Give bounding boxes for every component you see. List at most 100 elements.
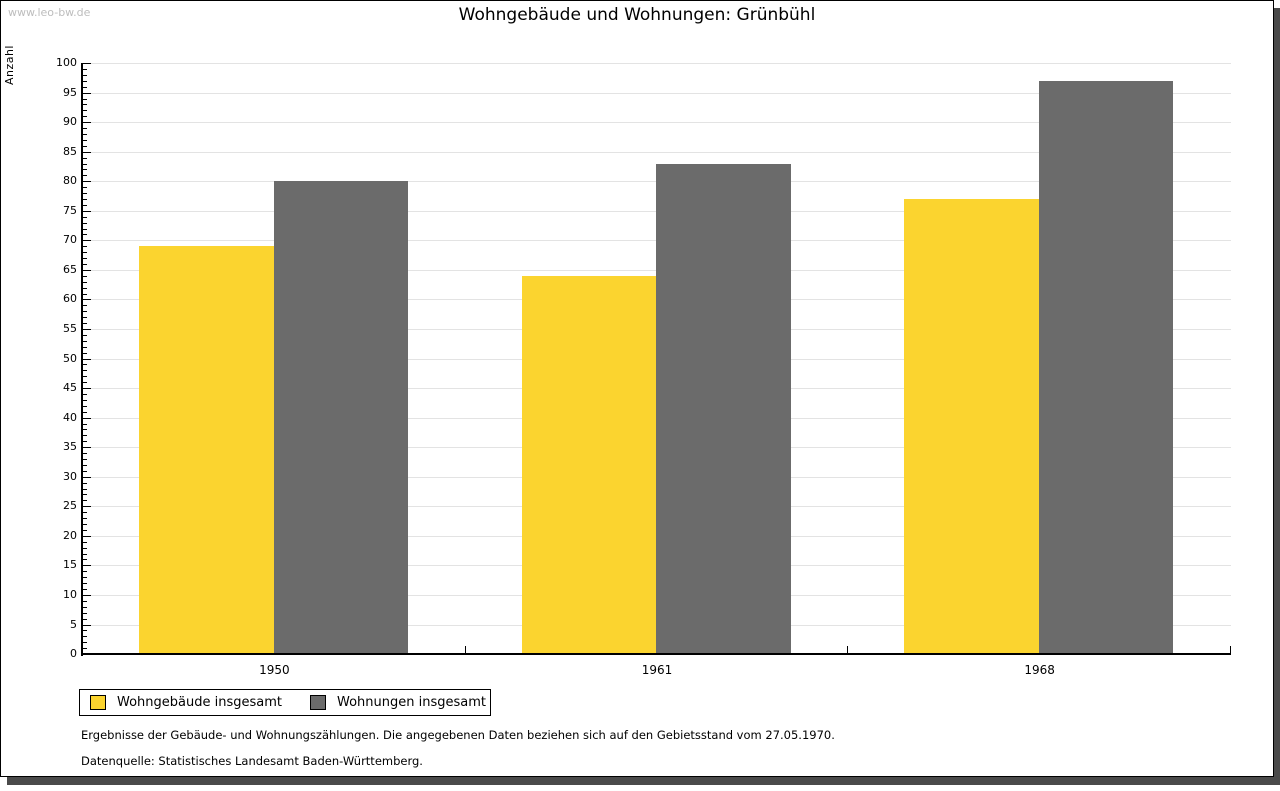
y-minor-tick: [83, 204, 87, 206]
y-minor-tick: [83, 394, 87, 395]
y-minor-tick: [83, 80, 87, 82]
y-minor-tick: [83, 405, 87, 407]
y-minor-tick: [83, 222, 87, 224]
y-major-tick: [83, 594, 91, 596]
y-minor-tick: [83, 648, 87, 650]
y-minor-tick: [83, 340, 87, 342]
y-minor-tick: [83, 104, 87, 106]
y-minor-tick: [83, 128, 87, 129]
y-minor-tick: [83, 74, 87, 76]
gridline: [83, 92, 1231, 94]
y-minor-tick: [83, 198, 87, 200]
watermark: www.leo-bw.de: [8, 6, 91, 19]
y-minor-tick: [83, 252, 87, 254]
y-minor-tick: [83, 429, 87, 431]
y-minor-tick: [83, 630, 87, 632]
y-minor-tick: [83, 334, 87, 336]
y-minor-tick: [83, 305, 87, 307]
x-tick: [847, 646, 849, 654]
y-minor-tick: [83, 453, 87, 455]
footnote-data-source: Datenquelle: Statistisches Landesamt Bad…: [81, 754, 423, 768]
y-minor-tick: [83, 589, 87, 590]
y-minor-tick: [83, 571, 87, 573]
y-tick-label: 70: [63, 233, 77, 247]
y-tick-label: 50: [63, 351, 77, 365]
bar-wohngebaeude-insgesamt-1968: [904, 198, 1039, 654]
x-category-label: 1950: [259, 663, 290, 677]
y-tick-label: 40: [63, 410, 77, 424]
y-tick-label: 15: [63, 558, 77, 572]
y-minor-tick: [83, 169, 87, 171]
y-minor-tick: [83, 116, 87, 118]
x-category-label: 1961: [641, 663, 673, 677]
y-major-tick: [83, 565, 91, 567]
page-title: Wohngebäude und Wohnungen: Grünbühl: [458, 5, 816, 25]
y-minor-tick: [83, 441, 87, 443]
legend-item: Wohngebäude insgesamt: [90, 695, 282, 710]
y-minor-tick: [83, 263, 87, 265]
y-major-tick: [83, 210, 91, 212]
y-major-tick: [83, 299, 91, 301]
y-minor-tick: [83, 193, 87, 194]
y-tick-label: 45: [63, 381, 77, 395]
y-minor-tick: [83, 423, 87, 425]
y-minor-tick: [83, 187, 87, 189]
bar-wohnungen-insgesamt-1950: [273, 181, 409, 654]
y-major-tick: [83, 654, 91, 655]
y-minor-tick: [83, 411, 87, 413]
y-minor-tick: [83, 382, 87, 384]
y-minor-tick: [83, 275, 87, 277]
legend-swatch-wohnungen-insgesamt: [310, 695, 326, 710]
y-tick-label: 20: [63, 528, 77, 542]
y-minor-tick: [83, 500, 87, 502]
y-minor-tick: [83, 323, 87, 324]
y-minor-tick: [83, 258, 87, 259]
y-minor-tick: [83, 110, 87, 112]
y-minor-tick: [83, 470, 87, 472]
y-tick-label: 75: [63, 203, 77, 217]
gridline: [83, 151, 1231, 153]
y-major-tick: [83, 181, 91, 183]
y-minor-tick: [83, 364, 87, 366]
y-minor-tick: [83, 541, 87, 543]
y-minor-tick: [83, 234, 87, 236]
y-minor-tick: [83, 281, 87, 283]
y-minor-tick: [83, 529, 87, 531]
y-minor-tick: [83, 488, 87, 490]
legend-item: Wohnungen insgesamt: [310, 695, 486, 710]
y-minor-tick: [83, 317, 87, 319]
bar-chart: 1950 1961 1968 0 5 10 15 20 25 30 35 40 45 50 55 60 65 70…: [1, 1, 1275, 778]
y-minor-tick: [83, 246, 87, 248]
y-minor-tick: [83, 618, 87, 620]
y-minor-tick: [83, 228, 87, 230]
footnote-source-note: Ergebnisse der Gebäude- und Wohnungszähl…: [81, 728, 835, 742]
y-minor-tick: [83, 133, 87, 135]
y-tick-label: 0: [70, 647, 77, 660]
bar-wohngebaeude-insgesamt-1961: [521, 275, 657, 654]
legend-label: Wohngebäude insgesamt: [117, 695, 282, 710]
y-tick-label: 80: [63, 174, 77, 188]
y-minor-tick: [83, 494, 87, 496]
legend-swatch-wohngebaeude-insgesamt: [90, 695, 106, 710]
gridline: [83, 63, 1231, 64]
y-major-tick: [83, 535, 91, 537]
y-tick-label: 95: [63, 85, 77, 99]
y-minor-tick: [83, 86, 87, 88]
y-axis-line: [81, 63, 83, 656]
x-axis-line: [81, 653, 1231, 655]
y-tick-label: 60: [63, 292, 77, 306]
y-major-tick: [83, 476, 91, 478]
y-minor-tick: [83, 518, 87, 520]
y-minor-tick: [83, 464, 87, 466]
y-minor-tick: [83, 459, 87, 460]
y-major-tick: [83, 151, 91, 153]
y-major-tick: [83, 624, 91, 626]
y-minor-tick: [83, 370, 87, 372]
y-minor-tick: [83, 606, 87, 608]
y-minor-tick: [83, 642, 87, 644]
y-minor-tick: [83, 293, 87, 295]
y-minor-tick: [83, 524, 87, 525]
y-tick-label: 30: [63, 469, 77, 483]
y-major-tick: [83, 388, 91, 390]
y-major-tick: [83, 240, 91, 242]
